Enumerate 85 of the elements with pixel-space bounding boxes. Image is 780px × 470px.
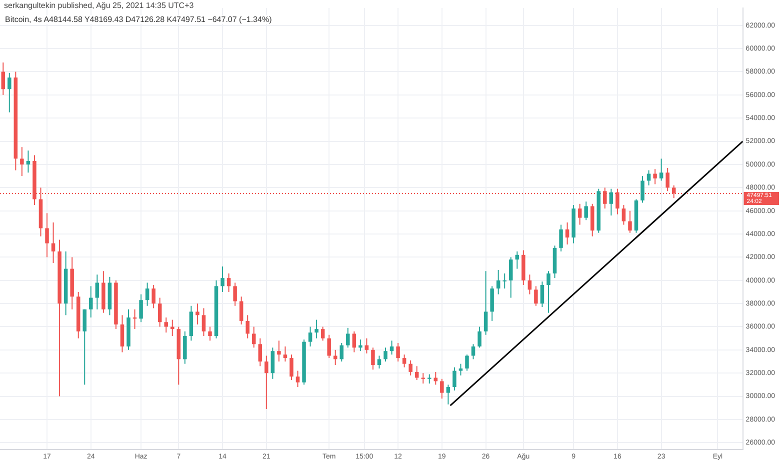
candlestick bbox=[139, 294, 143, 323]
candlestick bbox=[440, 378, 444, 400]
candlestick bbox=[290, 354, 294, 381]
candlestick bbox=[465, 354, 469, 372]
chart-title: serkangultekin published, Ağu 25, 2021 14:35 UTC+3 bbox=[4, 1, 194, 10]
candlestick bbox=[622, 204, 626, 226]
candlestick bbox=[540, 281, 544, 308]
candlestick bbox=[421, 372, 425, 384]
candlestick bbox=[471, 344, 476, 360]
candlestick bbox=[8, 72, 12, 113]
candlestick bbox=[277, 340, 281, 362]
candlestick bbox=[89, 286, 93, 318]
candlestick bbox=[246, 314, 250, 339]
candlestick bbox=[584, 201, 588, 221]
candlestick bbox=[327, 334, 331, 359]
candlestick bbox=[120, 314, 124, 353]
candlestick bbox=[496, 269, 500, 295]
candlestick bbox=[408, 360, 412, 376]
candlestick bbox=[314, 319, 318, 339]
candlestick bbox=[478, 326, 482, 348]
candlestick bbox=[26, 150, 30, 174]
candlestick bbox=[565, 222, 570, 245]
candlestick bbox=[515, 250, 520, 270]
candlestick bbox=[264, 355, 268, 410]
candlestick bbox=[258, 338, 262, 367]
candlestick bbox=[603, 187, 607, 210]
candlestick bbox=[51, 222, 56, 264]
candlestick bbox=[666, 167, 670, 192]
candlestick bbox=[208, 326, 212, 342]
candlestick bbox=[546, 270, 550, 314]
candlestick bbox=[308, 326, 312, 347]
text: Bitcoin, 4s A48144.58 Y48169.43 D47126.28 K47497.51 −647.07 (−1.34%) bbox=[5, 15, 272, 24]
candlestick bbox=[528, 274, 532, 295]
candlestick bbox=[20, 146, 24, 177]
candlestick bbox=[145, 282, 150, 306]
candlestick bbox=[402, 354, 406, 368]
candlestick bbox=[646, 170, 651, 186]
candlestick bbox=[490, 286, 494, 322]
candlestick bbox=[283, 346, 288, 362]
candlestick bbox=[158, 297, 162, 328]
candlestick bbox=[220, 266, 224, 292]
candlestick bbox=[340, 342, 344, 362]
candlestick bbox=[446, 384, 450, 405]
candlestick bbox=[428, 374, 432, 384]
candlestick bbox=[371, 347, 375, 370]
candlestick bbox=[628, 210, 632, 234]
candlestick bbox=[1, 62, 6, 96]
candlestick bbox=[390, 340, 394, 356]
candlestick bbox=[202, 308, 206, 337]
candlestick bbox=[396, 342, 400, 362]
candlestick bbox=[239, 296, 244, 325]
candlestick bbox=[534, 286, 538, 306]
candlestick bbox=[320, 326, 325, 342]
candlestick bbox=[502, 272, 506, 289]
candlestick bbox=[45, 212, 49, 258]
candlestick bbox=[609, 188, 614, 216]
candlestick bbox=[452, 366, 456, 391]
candlestick bbox=[152, 284, 156, 309]
candlestick bbox=[164, 316, 168, 334]
candlestick bbox=[377, 355, 382, 369]
candlestick bbox=[296, 370, 300, 388]
candlestick bbox=[578, 203, 582, 226]
candlestick bbox=[82, 308, 87, 386]
candlestick bbox=[653, 168, 657, 185]
candlestick bbox=[226, 272, 231, 292]
candlestick bbox=[346, 327, 350, 348]
candlestick bbox=[640, 176, 644, 204]
candlestick bbox=[559, 224, 563, 252]
candlestick bbox=[434, 371, 438, 386]
candlestick bbox=[358, 338, 362, 352]
candlestick bbox=[384, 347, 388, 362]
candlestick bbox=[252, 326, 256, 348]
candlestick bbox=[170, 319, 174, 337]
candlestick bbox=[95, 274, 100, 310]
candlestick bbox=[270, 347, 275, 380]
candlestick bbox=[508, 256, 513, 298]
candlestick bbox=[659, 158, 664, 182]
candlestick bbox=[196, 303, 200, 325]
candlestick bbox=[458, 363, 463, 376]
candlestick bbox=[352, 330, 356, 353]
candlestick bbox=[183, 330, 187, 364]
candlestick bbox=[333, 349, 338, 366]
candlestick bbox=[484, 270, 488, 336]
candlestick bbox=[233, 282, 237, 306]
candlestick bbox=[364, 338, 369, 354]
